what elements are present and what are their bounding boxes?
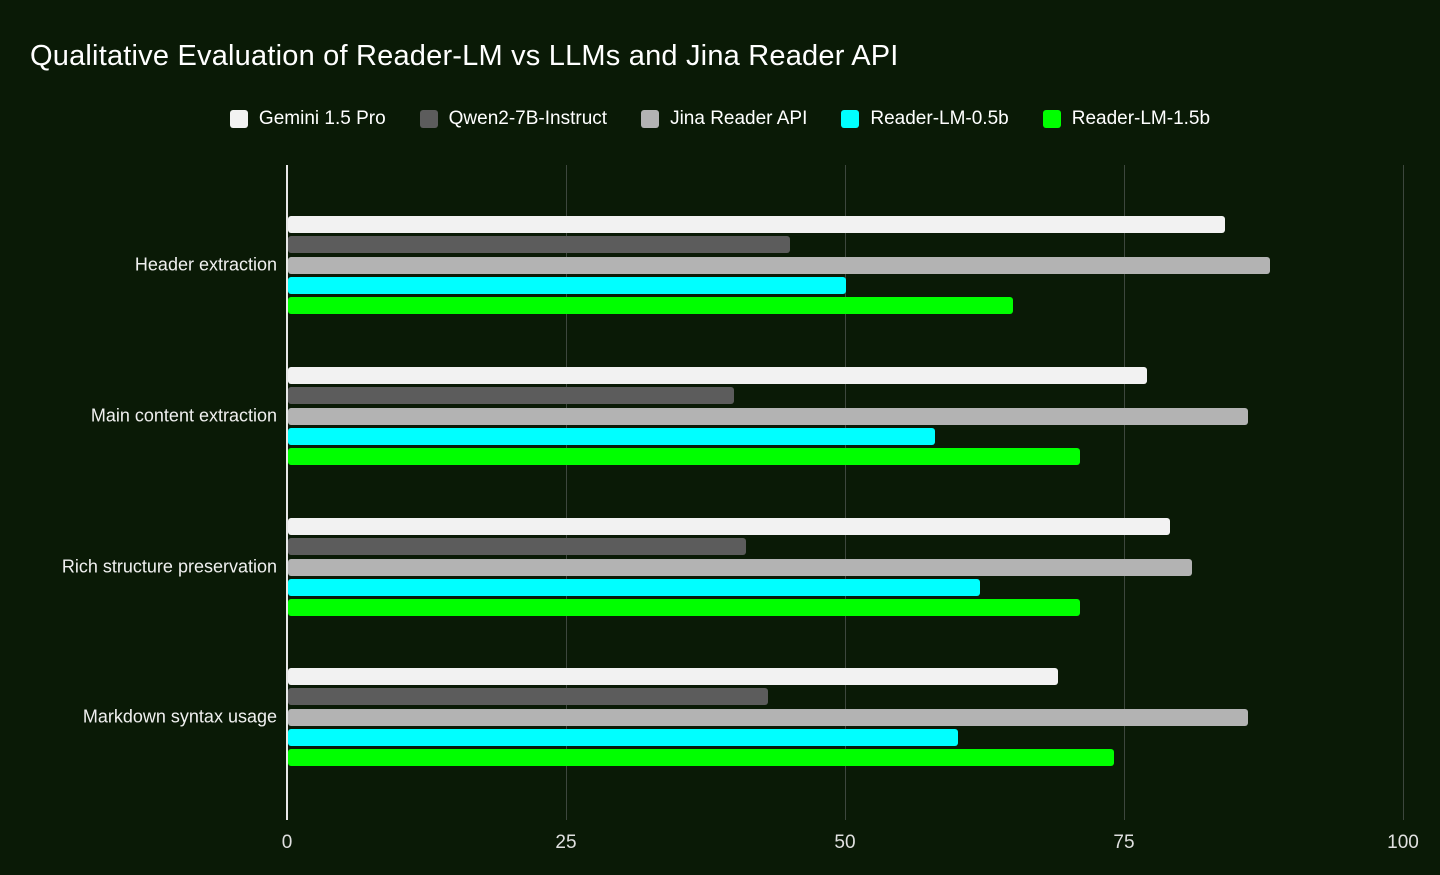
category-label: Header extraction [134,254,277,275]
bar-qwen2-7b-instruct [288,538,746,556]
legend-item-gemini-1-5-pro: Gemini 1.5 Pro [229,108,386,130]
gridline [845,165,846,820]
bar-reader-lm-1-5b [288,448,1081,465]
chart-title: Qualitative Evaluation of Reader-LM vs L… [30,40,899,72]
bar-jina-reader-api [288,256,1271,274]
x-tick-label: 25 [555,832,577,853]
legend-swatch-icon [1042,110,1061,128]
legend-item-jina-reader-api: Jina Reader API [641,108,807,130]
bar-jina-reader-api [288,708,1248,726]
bar-qwen2-7b-instruct [288,688,768,706]
plot-area [286,165,1404,820]
bar-gemini-1-5-pro [288,518,1170,535]
y-axis-line [286,165,288,820]
x-tick-label: 50 [834,832,856,853]
x-tick-label: 75 [1113,832,1135,853]
legend-swatch-icon [229,110,248,128]
x-tick-label: 100 [1387,832,1419,853]
bar-reader-lm-0-5b [288,276,846,294]
legend-label: Gemini 1.5 Pro [258,108,386,129]
bar-jina-reader-api [288,558,1192,576]
bar-reader-lm-1-5b [288,599,1081,616]
bar-reader-lm-0-5b [288,427,936,445]
bar-reader-lm-1-5b [288,297,1014,314]
bar-jina-reader-api [288,407,1248,425]
bar-reader-lm-1-5b [288,749,1114,766]
legend-swatch-icon [419,110,438,128]
bar-gemini-1-5-pro [288,367,1148,384]
x-axis: 0 25 50 75 100 [282,826,1419,860]
legend-label: Jina Reader API [670,108,808,129]
legend-label: Reader-LM-0.5b [870,108,1009,129]
category-labels: Header extraction Main content extraction… [0,165,277,820]
bar-gemini-1-5-pro [288,216,1226,233]
x-tick-label: 0 [281,832,293,853]
legend-item-reader-lm-1-5b: Reader-LM-1.5b [1042,108,1211,130]
category-label: Markdown syntax usage [82,706,277,727]
category-label: Main content extraction [90,405,277,426]
legend: Gemini 1.5 Pro Qwen2-7B-Instruct Jina Read… [0,108,1440,130]
gridline [1403,165,1404,820]
bar-gemini-1-5-pro [288,668,1059,685]
bar-reader-lm-0-5b [288,728,958,746]
bar-qwen2-7b-instruct [288,236,791,254]
bar-qwen2-7b-instruct [288,387,735,405]
legend-item-reader-lm-0-5b: Reader-LM-0.5b [841,108,1009,130]
bar-reader-lm-0-5b [288,578,980,596]
gridline [1124,165,1125,820]
category-label: Rich structure preservation [61,556,277,577]
legend-swatch-icon [641,110,660,128]
legend-item-qwen2-7b-instruct: Qwen2-7B-Instruct [419,108,608,130]
legend-label: Reader-LM-1.5b [1071,108,1211,129]
gridline [566,165,567,820]
legend-swatch-icon [841,110,860,128]
legend-label: Qwen2-7B-Instruct [448,108,608,129]
